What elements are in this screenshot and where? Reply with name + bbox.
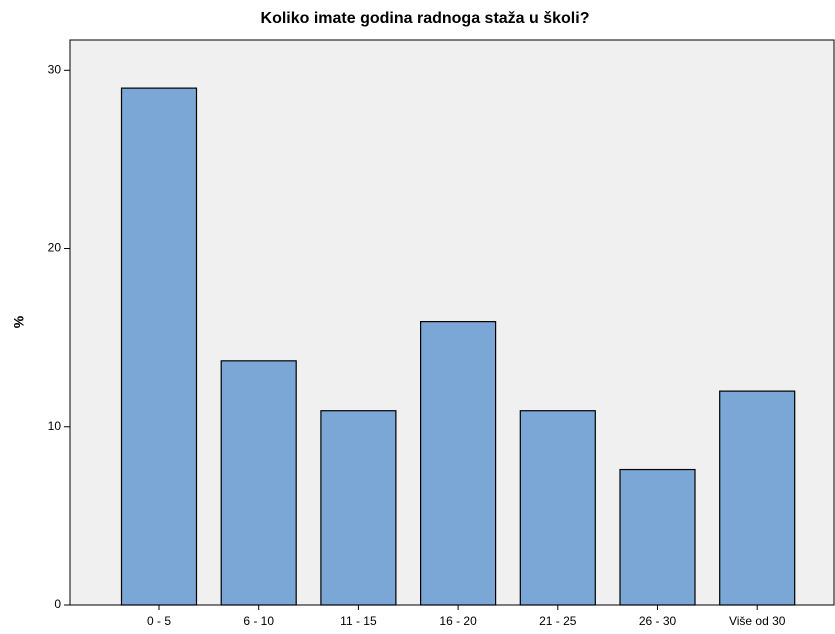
bar <box>120 87 198 606</box>
bar <box>320 410 397 606</box>
bar <box>719 390 796 606</box>
y-axis-label: % <box>11 315 27 328</box>
bar <box>220 360 297 606</box>
x-tick-label: Više od 30 <box>729 614 786 628</box>
x-tick-label: 26 - 30 <box>639 614 677 628</box>
x-tick-label: 0 - 5 <box>147 614 171 628</box>
chart-title: Koliko imate godina radnoga staža u škol… <box>261 10 590 27</box>
y-tick-label: 0 <box>54 597 61 611</box>
y-tick-label: 20 <box>48 241 62 255</box>
bar <box>420 321 497 606</box>
bar <box>519 410 596 606</box>
bar <box>619 468 696 606</box>
x-tick-label: 16 - 20 <box>439 614 477 628</box>
x-tick-label: 21 - 25 <box>539 614 577 628</box>
x-tick-label: 11 - 15 <box>340 614 377 628</box>
x-tick-label: 6 - 10 <box>243 614 274 628</box>
y-tick-label: 10 <box>48 419 62 433</box>
y-tick-label: 30 <box>48 62 62 76</box>
